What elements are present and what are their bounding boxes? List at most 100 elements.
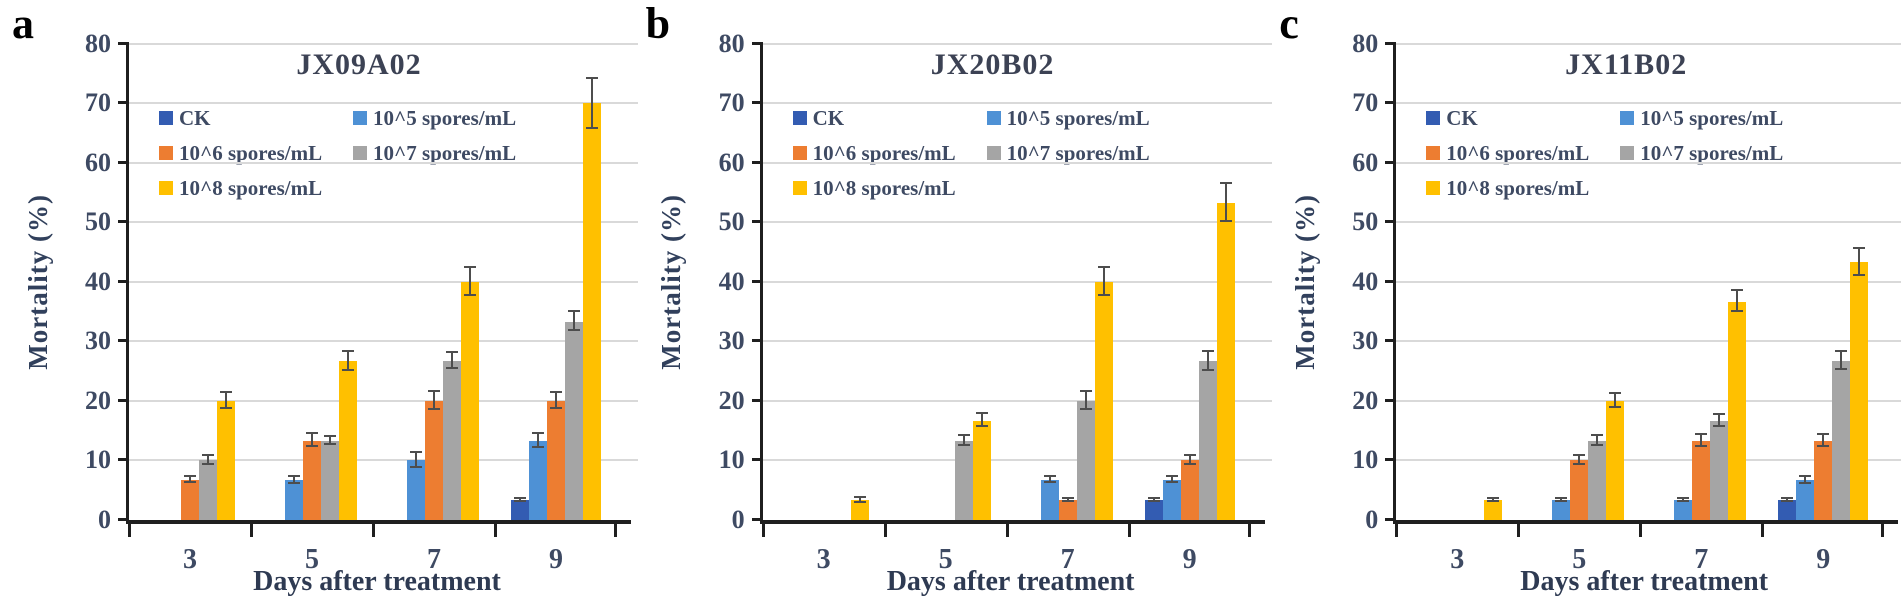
- error-bar: [962, 435, 965, 447]
- y-axis-tick: [118, 280, 129, 283]
- bar: [443, 361, 461, 520]
- error-bar-cap: [1147, 496, 1160, 499]
- error-bar-cap: [1573, 463, 1586, 466]
- legend-label: 10^6 spores/mL: [1446, 141, 1590, 165]
- gridline: [762, 43, 1272, 45]
- legend-item: 10^6 spores/mL: [159, 141, 353, 165]
- legend-item: 10^8 spores/mL: [792, 176, 987, 200]
- y-axis-tick: [118, 101, 129, 104]
- y-tick-label: 30: [85, 326, 111, 355]
- plot-area: JX09A02 CK 10^5 spores/mL 10^6 spores/mL 10…: [85, 29, 638, 575]
- x-tick-label: 3: [816, 544, 831, 575]
- error-bar-cap: [1079, 390, 1092, 393]
- x-axis-tick: [761, 524, 765, 537]
- bar: [547, 401, 565, 520]
- error-bar-cap: [1817, 432, 1830, 435]
- bar: [1692, 441, 1711, 520]
- error-bar: [858, 498, 861, 503]
- error-bar-cap: [532, 446, 544, 449]
- plot-area: JX20B02 CK 10^5 spores/mL 10^6 spores/mL 10…: [719, 29, 1272, 575]
- error-bar-cap: [464, 265, 476, 268]
- gridline: [1396, 162, 1901, 164]
- legend: CK 10^5 spores/mL 10^6 spores/mL 10^7 spore…: [792, 106, 1150, 200]
- y-axis-tick: [751, 518, 763, 521]
- error-bar-cap: [1043, 481, 1056, 484]
- error-bar-cap: [957, 433, 970, 436]
- error-bar-cap: [1591, 444, 1604, 447]
- error-bar-cap: [184, 481, 196, 484]
- error-bar-cap: [1677, 497, 1690, 500]
- bar: [1040, 480, 1059, 520]
- legend-label: 10^7 spores/mL: [1006, 141, 1150, 165]
- error-bar: [555, 392, 557, 410]
- bar: [1076, 401, 1095, 520]
- bar: [511, 500, 529, 520]
- gridline: [762, 162, 1272, 164]
- y-axis-tick: [1385, 161, 1397, 164]
- error-bar: [293, 476, 295, 484]
- error-bar: [311, 434, 313, 448]
- legend-item: 10^7 spores/mL: [1620, 141, 1783, 165]
- gridline: [762, 221, 1272, 223]
- legend-label: 10^5 spores/mL: [373, 106, 517, 130]
- error-bar-cap: [324, 443, 336, 446]
- bar: [1606, 401, 1625, 520]
- error-bar-cap: [586, 76, 598, 79]
- bar: [1570, 460, 1589, 520]
- x-axis-tick: [372, 524, 375, 537]
- error-bar-cap: [514, 496, 526, 499]
- error-bar-cap: [1079, 407, 1092, 410]
- x-tick-label: 5: [305, 544, 319, 575]
- x-tick-label: 9: [1816, 544, 1831, 575]
- bar: [1144, 500, 1163, 520]
- x-tick-label: 9: [1182, 544, 1197, 575]
- x-axis-tick: [614, 524, 617, 537]
- legend-label: 10^6 spores/mL: [812, 141, 956, 165]
- gridline: [762, 459, 1272, 461]
- error-bar-cap: [342, 368, 354, 371]
- legend-swatch: [159, 181, 173, 195]
- x-axis-tick: [1517, 524, 1521, 537]
- error-bar-cap: [428, 407, 440, 410]
- bar: [199, 460, 217, 520]
- error-bar-cap: [1097, 265, 1110, 268]
- legend-item: 10^5 spores/mL: [353, 106, 516, 130]
- error-bar-cap: [288, 474, 300, 477]
- y-axis-tick: [118, 220, 129, 223]
- y-axis-tick: [751, 220, 763, 223]
- y-axis-tick: [1385, 101, 1397, 104]
- bar: [972, 421, 991, 520]
- x-axis-title: Days after treatment: [886, 566, 1135, 597]
- bar: [1552, 500, 1571, 520]
- error-bar: [451, 352, 453, 370]
- y-axis-tick: [751, 101, 763, 104]
- gridline: [1396, 102, 1901, 104]
- y-tick-label: 40: [85, 267, 111, 296]
- y-tick-label: 50: [85, 207, 111, 236]
- error-bar: [980, 414, 983, 428]
- legend-swatch: [986, 146, 1001, 160]
- legend-item: 10^6 spores/mL: [792, 141, 987, 165]
- bar: [583, 103, 601, 520]
- legend-swatch: [159, 146, 173, 160]
- y-tick-label: 60: [85, 148, 111, 177]
- panel-letter: c: [1279, 0, 1299, 48]
- bar: [1058, 500, 1077, 520]
- panel-a: a Mortality (%) JX09A02 CK 10^5 spores/mL…: [0, 0, 638, 613]
- x-axis-title: Days after treatment: [1520, 566, 1769, 597]
- gridline: [762, 281, 1272, 283]
- error-bar-cap: [1799, 481, 1812, 484]
- error-bar: [433, 392, 435, 410]
- bar: [303, 441, 321, 520]
- x-tick-label: 7: [1694, 544, 1709, 575]
- error-bar-cap: [1609, 391, 1622, 394]
- bar: [425, 401, 443, 520]
- error-bar: [1858, 248, 1861, 277]
- legend-item: 10^8 spores/mL: [1426, 176, 1620, 200]
- error-bar-cap: [1713, 412, 1726, 415]
- error-bar-cap: [202, 463, 214, 466]
- error-bar-cap: [550, 390, 562, 393]
- bar: [1198, 361, 1217, 520]
- gridline: [129, 281, 638, 283]
- error-bar-cap: [1165, 481, 1178, 484]
